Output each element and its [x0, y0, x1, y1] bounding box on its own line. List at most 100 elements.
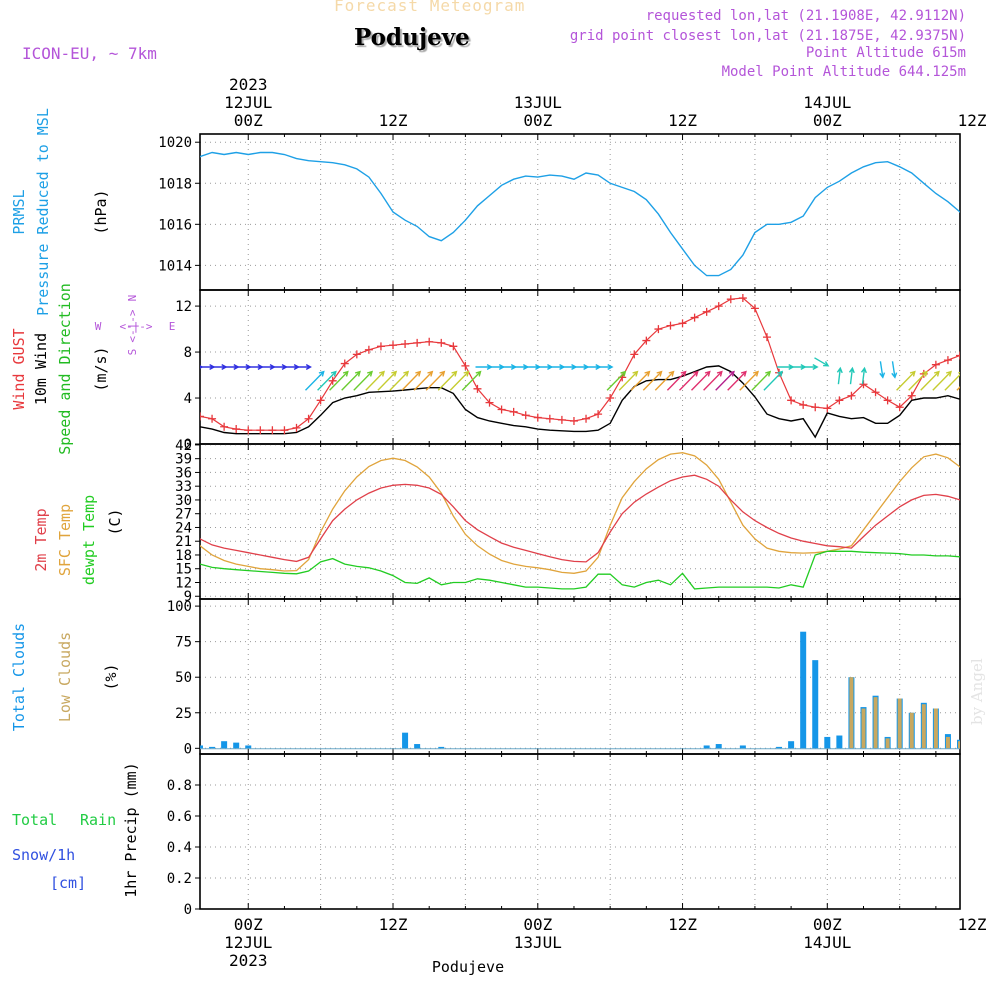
compass-w: W — [95, 320, 102, 333]
gust-point — [642, 336, 651, 345]
gust-point — [521, 411, 530, 420]
gust-point — [208, 414, 217, 423]
wind-arrow — [304, 370, 325, 391]
gust-point — [449, 342, 458, 351]
wind-arrow — [703, 370, 723, 391]
wind-arrow — [449, 370, 470, 391]
gust-point — [582, 414, 591, 423]
wind-arrow — [993, 372, 1000, 391]
wind-unit: (m/s) — [92, 346, 110, 391]
precipitation-frame — [199, 753, 961, 910]
low-cloud-bar — [909, 712, 914, 749]
gust-point — [340, 359, 349, 368]
gust-point — [533, 413, 542, 422]
gust-point — [569, 417, 578, 426]
wind-arrow — [801, 363, 819, 371]
compass-s: S — [126, 349, 139, 356]
top-time-label: 2023 — [229, 75, 268, 94]
wind-arrow — [932, 370, 953, 391]
wind-arrow — [814, 357, 830, 367]
low-cloud-bar — [897, 698, 902, 749]
top-time-label: 12Z — [958, 111, 987, 130]
sfc-temp-label: SFC Temp — [56, 504, 74, 576]
gust-point — [883, 396, 892, 405]
bottom-time-label: 12Z — [668, 915, 697, 934]
bottom-time-label: 12Z — [958, 915, 987, 934]
low-cloud-bar — [970, 744, 974, 748]
precipitation-grid: 0 0.2 0.4 0.6 0.8 — [167, 753, 961, 918]
gust-point — [630, 350, 639, 359]
gust-point — [762, 333, 771, 342]
compass-e: E — [169, 320, 176, 333]
low-cloud-bar — [958, 741, 960, 749]
wind-arrow — [891, 361, 898, 379]
gust-point — [690, 313, 699, 322]
wind-arrow — [389, 370, 410, 391]
wind-gust-label: Wind GUST — [10, 328, 28, 409]
pressure-label-2: Pressure Reduced to MSL — [34, 108, 52, 316]
grid-point-coords: grid point closest lon,lat (21.1875E, 42… — [569, 28, 966, 44]
y-tick-label: 21 — [175, 534, 192, 550]
snow-label: Snow/1h — [12, 846, 75, 864]
y-tick-label: 33 — [175, 479, 192, 495]
y-tick-label: 24 — [175, 520, 192, 536]
low-cloud-bar — [994, 741, 998, 748]
bottom-time-label: 12Z — [379, 915, 408, 934]
gust-point — [328, 376, 337, 385]
gust-point — [376, 342, 385, 351]
total-cloud-bar — [788, 741, 795, 749]
gust-point — [473, 384, 482, 393]
gust-point — [461, 361, 470, 370]
gust-point — [968, 350, 976, 358]
gust-markers — [190, 294, 976, 435]
wind-arrow — [377, 370, 398, 391]
gust-point — [497, 405, 506, 414]
total-cloud-bar — [993, 704, 999, 748]
y-tick-label: 25 — [175, 706, 192, 722]
total-cloud-bar — [715, 744, 722, 749]
wind-arrow — [666, 370, 687, 391]
gust-point — [304, 414, 313, 423]
gust-point — [557, 415, 566, 424]
y-tick-label: 1020 — [158, 135, 192, 151]
wind-arrow — [969, 372, 987, 391]
wind-gust-line — [200, 297, 960, 431]
y-tick-label: 27 — [175, 507, 192, 523]
wind-arrow — [836, 366, 843, 385]
total-cloud-bar — [812, 660, 819, 749]
temp2m-line — [200, 474, 960, 563]
low-clouds-label: Low Clouds — [56, 632, 74, 722]
gust-point — [931, 360, 940, 369]
gust-point — [799, 400, 808, 409]
y-tick-label: 100 — [167, 599, 192, 615]
pressure-grid: 1014 1016 1018 1020 — [158, 133, 961, 291]
wind-arrow — [642, 370, 663, 391]
compass-vertical: <-|-> — [126, 309, 139, 342]
pressure-frame — [199, 133, 961, 291]
gust-point — [316, 396, 325, 405]
gust-point — [606, 394, 615, 403]
gust-point — [389, 341, 398, 350]
wind-arrow — [329, 370, 349, 391]
gust-point — [220, 422, 229, 431]
total-cloud-bar — [800, 631, 807, 749]
wind-arrow — [365, 370, 386, 391]
gust-point — [190, 412, 198, 420]
y-tick-label: 12 — [175, 299, 192, 315]
total-clouds-label: Total Clouds — [10, 623, 28, 731]
wind-arrow — [630, 370, 651, 391]
y-tick-label: 0 — [184, 741, 192, 757]
wind-arrow — [425, 370, 446, 391]
gust-point — [678, 319, 687, 328]
bottom-time-label: 13JUL — [514, 933, 562, 952]
gust-point — [702, 307, 711, 316]
gust-point — [956, 351, 960, 360]
top-time-label: 00Z — [523, 111, 552, 130]
y-tick-label: 0.2 — [167, 871, 192, 887]
gust-point — [545, 414, 554, 423]
gust-point — [413, 338, 422, 347]
wind-arrow — [294, 363, 312, 371]
top-time-label: 13JUL — [514, 93, 562, 112]
